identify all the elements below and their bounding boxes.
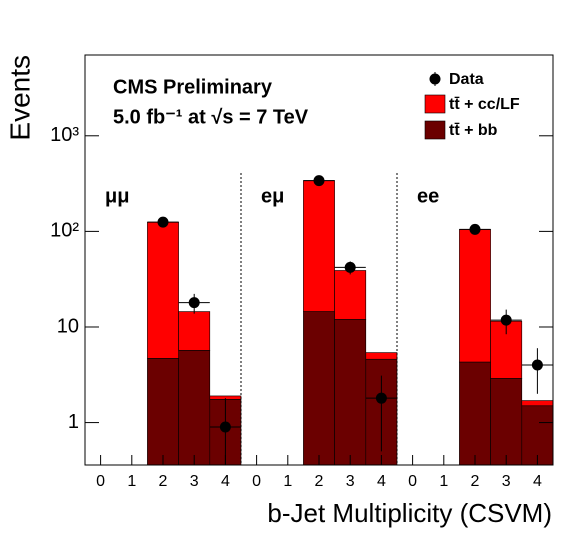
x-tick-label: 0 xyxy=(96,473,105,490)
data-point xyxy=(147,216,179,228)
marker xyxy=(500,314,512,326)
x-tick-label: 0 xyxy=(252,473,261,490)
x-tick-label: 4 xyxy=(377,473,386,490)
legend-swatch xyxy=(424,120,446,140)
bar xyxy=(178,311,211,351)
marker xyxy=(188,297,200,309)
marker xyxy=(219,421,231,433)
data-point xyxy=(365,375,397,452)
data-point xyxy=(303,175,335,187)
y-tick-label: 10³ xyxy=(50,124,79,146)
bar xyxy=(521,400,553,407)
legend-label: Data xyxy=(449,71,484,88)
x-tick-label: 0 xyxy=(408,473,417,490)
x-tick-label: 2 xyxy=(159,473,168,490)
bar xyxy=(334,319,367,465)
channel-label: ee xyxy=(417,185,439,207)
marker xyxy=(531,359,543,371)
bar xyxy=(147,358,179,465)
data-point xyxy=(178,293,210,314)
subtitle: 5.0 fb⁻¹ at √s = 7 TeV xyxy=(113,106,309,128)
x-tick-label: 3 xyxy=(502,473,511,490)
y-tick-label: 10² xyxy=(50,220,79,242)
x-tick-label: 2 xyxy=(315,473,324,490)
chart-title: CMS Preliminary xyxy=(113,76,273,98)
marker xyxy=(313,175,325,187)
x-axis-label: b-Jet Multiplicity (CSVM) xyxy=(267,498,552,528)
x-tick-label: 3 xyxy=(190,473,199,490)
channel-label: μμ xyxy=(105,185,129,207)
marker xyxy=(469,223,481,235)
data-point xyxy=(459,223,491,235)
data-point xyxy=(334,261,366,275)
legend-label: tt̄ + cc/LF xyxy=(449,95,520,113)
y-axis-label: Events xyxy=(4,55,35,141)
bar xyxy=(303,311,335,465)
bar xyxy=(334,270,367,320)
x-tick-label: 2 xyxy=(471,473,480,490)
plot-area xyxy=(147,175,553,465)
legend-label: tt̄ + bb xyxy=(449,121,498,139)
x-tick-label: 1 xyxy=(127,473,136,490)
x-tick-label: 4 xyxy=(221,473,230,490)
marker xyxy=(157,216,169,228)
channel-label: eμ xyxy=(261,185,284,207)
y-tick-label: 10 xyxy=(57,315,79,337)
bar xyxy=(459,229,491,363)
bar xyxy=(147,221,179,359)
bar xyxy=(490,378,523,465)
x-tick-label: 3 xyxy=(346,473,355,490)
x-tick-label: 1 xyxy=(439,473,448,490)
legend-marker xyxy=(429,73,441,85)
y-tick-label: 1 xyxy=(68,411,79,433)
data-point xyxy=(521,348,553,394)
x-tick-label: 4 xyxy=(533,473,542,490)
bar xyxy=(365,352,398,360)
bar xyxy=(459,361,491,465)
marker xyxy=(344,261,356,273)
legend-swatch xyxy=(424,94,446,114)
data-point xyxy=(490,309,522,335)
x-tick-label: 1 xyxy=(283,473,292,490)
marker xyxy=(375,392,387,404)
bar xyxy=(178,350,211,465)
bar xyxy=(303,180,335,312)
